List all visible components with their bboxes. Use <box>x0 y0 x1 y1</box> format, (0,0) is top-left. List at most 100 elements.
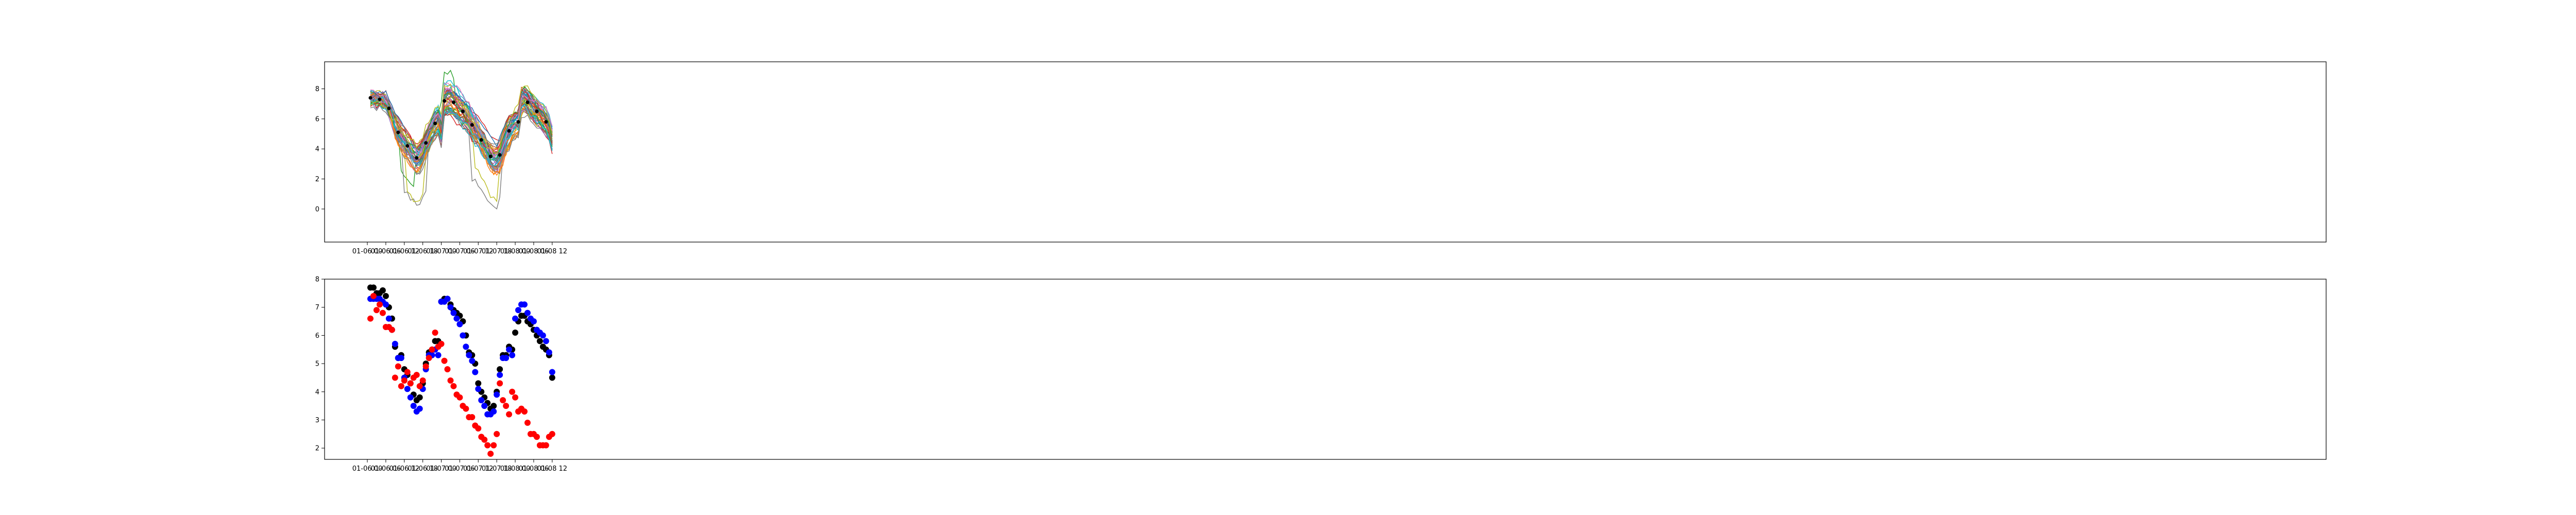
ensemble-mean-point <box>396 130 400 134</box>
y-tick-label: 3 <box>315 417 319 424</box>
comparison-points-group <box>367 284 555 457</box>
x-tick-label: 01-07 06 <box>445 465 474 473</box>
scatter-point <box>487 451 494 457</box>
x-tick-label: 01-08 12 <box>537 248 567 255</box>
scatter-point <box>506 346 513 353</box>
ensemble-member-line <box>370 92 553 161</box>
scatter-point <box>512 394 519 401</box>
scatter-point <box>494 431 500 437</box>
ensemble-member-line <box>370 94 553 161</box>
scatter-point <box>441 357 448 364</box>
y-tick-label: 8 <box>315 276 319 284</box>
ensemble-mean-point <box>405 144 410 148</box>
scatter-point <box>524 310 531 316</box>
scatter-point <box>549 369 555 375</box>
scatter-point <box>509 352 516 358</box>
scatter-point <box>395 363 401 370</box>
x-tick-label: 01-06 18 <box>408 465 437 473</box>
scatter-point <box>497 371 503 378</box>
ensemble-member-line <box>370 89 553 160</box>
scatter-point <box>410 403 417 409</box>
scatter-point <box>379 287 386 294</box>
scatter-point <box>404 369 411 375</box>
ensemble-mean-point <box>470 123 474 127</box>
scatter-point <box>536 338 543 345</box>
scatter-point <box>379 310 386 316</box>
scatter-point <box>432 329 438 336</box>
ensemble-member-line <box>370 70 553 187</box>
ensemble-mean-point <box>443 99 446 103</box>
ensemble-mean-point <box>526 100 530 105</box>
x-tick-label: 01-06 06 <box>371 465 401 473</box>
scatter-point <box>472 369 479 375</box>
scatter-point <box>463 405 469 412</box>
bottom-plot-frame <box>324 279 2327 460</box>
x-tick-label: 01-07 12 <box>463 248 493 255</box>
scatter-point <box>429 346 435 353</box>
scatter-point <box>509 388 516 395</box>
scatter-point <box>370 293 377 299</box>
scatter-point <box>475 425 482 432</box>
scatter-point <box>370 284 377 291</box>
y-tick-label: 6 <box>315 115 319 123</box>
ensemble-mean-point <box>535 109 539 113</box>
top-plot-frame <box>324 61 2327 243</box>
bottom-y-ticks: 2 3 4 5 6 7 8 <box>315 276 325 453</box>
scatter-point <box>407 380 414 387</box>
x-tick-label: 01-07 18 <box>482 248 512 255</box>
ensemble-mean-point <box>507 129 511 133</box>
x-tick-label: 01-06 18 <box>408 248 437 255</box>
scatter-point <box>444 366 451 372</box>
scatter-point <box>533 434 540 440</box>
ensemble-mean-point <box>424 141 428 145</box>
y-tick-label: 2 <box>315 445 319 453</box>
scatter-point <box>460 332 466 339</box>
ensemble-member-line <box>370 93 553 151</box>
x-tick-label: 01-07 00 <box>426 248 456 255</box>
scatter-point <box>444 296 451 302</box>
scatter-point <box>503 403 510 409</box>
scatter-point <box>398 355 404 362</box>
scatter-point <box>450 310 457 316</box>
scatter-point <box>521 408 528 415</box>
ensemble-mean-point <box>387 106 391 110</box>
scatter-point <box>539 332 546 339</box>
scatter-point <box>530 318 537 325</box>
scatter-series-2 <box>367 293 555 457</box>
ensemble-mean-point <box>415 156 419 160</box>
ensemble-mean-point <box>479 138 483 142</box>
ensemble-mean-point <box>451 100 455 105</box>
scatter-point <box>497 380 503 387</box>
scatter-point <box>456 321 463 328</box>
scatter-point <box>490 403 497 409</box>
scatter-point <box>503 355 510 362</box>
scatter-point <box>497 366 503 372</box>
scatter-point <box>543 442 549 449</box>
ensemble-mean-point <box>498 153 502 157</box>
scatter-point <box>385 315 392 322</box>
scatter-point <box>388 327 395 333</box>
x-tick-label: 01-06 06 <box>371 248 401 255</box>
scatter-point <box>416 383 423 389</box>
ensemble-mean-point <box>488 154 493 159</box>
y-tick-label: 2 <box>315 176 319 183</box>
y-tick-label: 0 <box>315 205 319 213</box>
x-tick-label: 01-08 06 <box>519 465 549 473</box>
scatter-point <box>413 371 420 378</box>
scatter-point <box>463 344 469 350</box>
scatter-point <box>481 436 488 443</box>
x-tick-label: 01-08 12 <box>537 465 567 473</box>
scatter-point <box>416 394 423 401</box>
ensemble-mean-point <box>378 97 382 101</box>
scatter-point <box>521 301 528 308</box>
y-tick-label: 8 <box>315 85 319 93</box>
scatter-point <box>512 329 519 336</box>
scatter-point <box>392 340 398 347</box>
ensemble-member-line <box>370 96 553 167</box>
scatter-point <box>453 315 460 322</box>
scatter-point <box>367 315 374 322</box>
scatter-point <box>490 442 497 449</box>
x-tick-label: 01-08 00 <box>500 248 530 255</box>
